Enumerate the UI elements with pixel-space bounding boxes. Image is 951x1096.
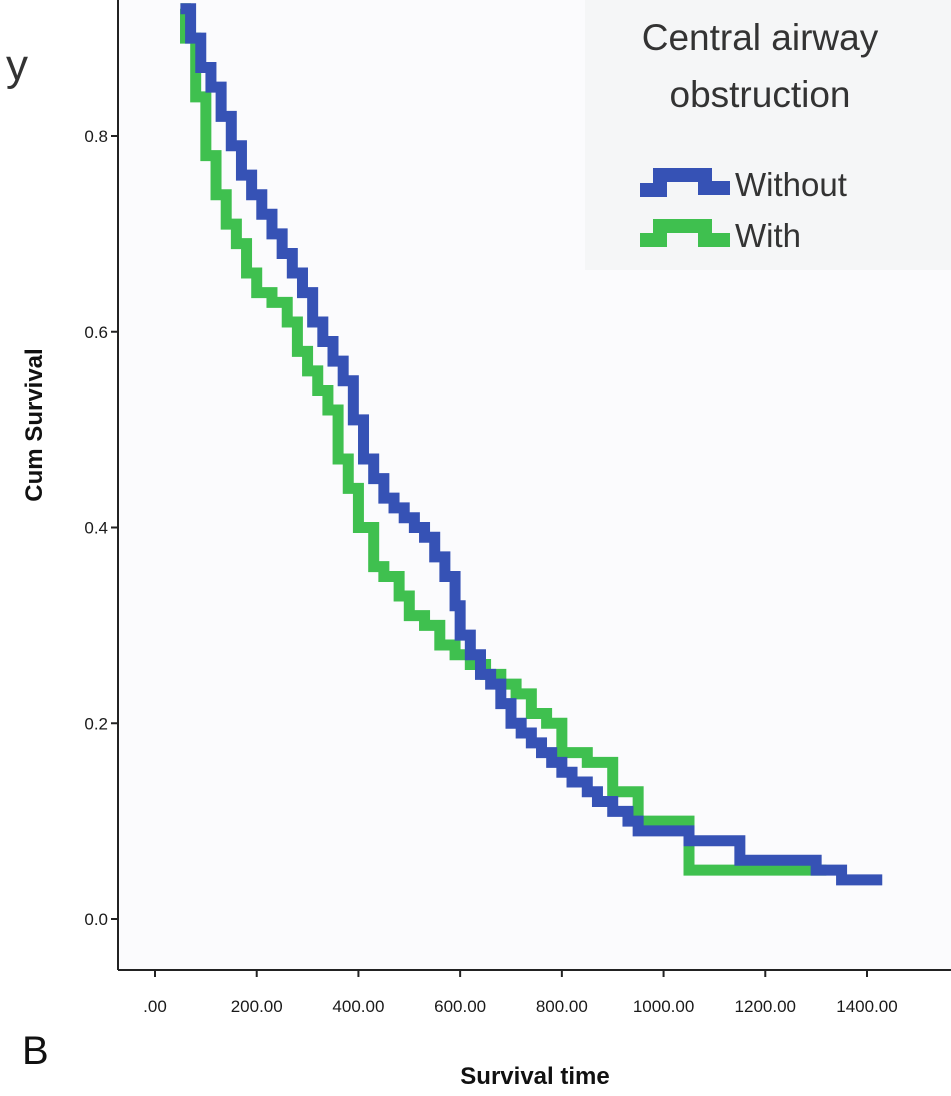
legend: Central airway obstruction Without With [585,0,951,270]
x-tick-label: 1400.00 [836,997,897,1016]
x-tick-label: 400.00 [332,997,384,1016]
x-tick-label: 200.00 [231,997,283,1016]
x-tick-label: 1200.00 [735,997,796,1016]
y-tick-label: 0.6 [84,323,108,342]
legend-label-with: With [735,217,801,254]
series-lines [180,3,883,886]
series-line-with [180,3,827,876]
x-tick-label: 600.00 [434,997,486,1016]
y-tick-label: 0.4 [84,519,108,538]
y-tick-label: 0.8 [84,127,108,146]
y-axis-title: Cum Survival [21,348,48,501]
legend-background [585,0,951,270]
x-tick-label: .00 [143,997,167,1016]
legend-label-without: Without [735,166,847,203]
y-tick-label: 0.0 [84,910,108,929]
clipped-title-fragment: y [6,41,28,90]
panel-label: B [22,1029,49,1073]
legend-title-line-2: obstruction [670,74,851,115]
legend-swatch-with [640,219,730,247]
x-tick-label: 1000.00 [633,997,694,1016]
y-tick-label: 0.2 [84,714,108,733]
axes: 0.0 0.2 0.4 0.6 0.8 .00 200.00 400.00 600.00 800.… [84,0,951,1016]
legend-title-line-1: Central airway [642,17,879,58]
x-tick-label: 800.00 [536,997,588,1016]
legend-swatch-without [640,168,730,197]
x-axis-title: Survival time [460,1063,609,1090]
series-line-without [180,3,883,886]
